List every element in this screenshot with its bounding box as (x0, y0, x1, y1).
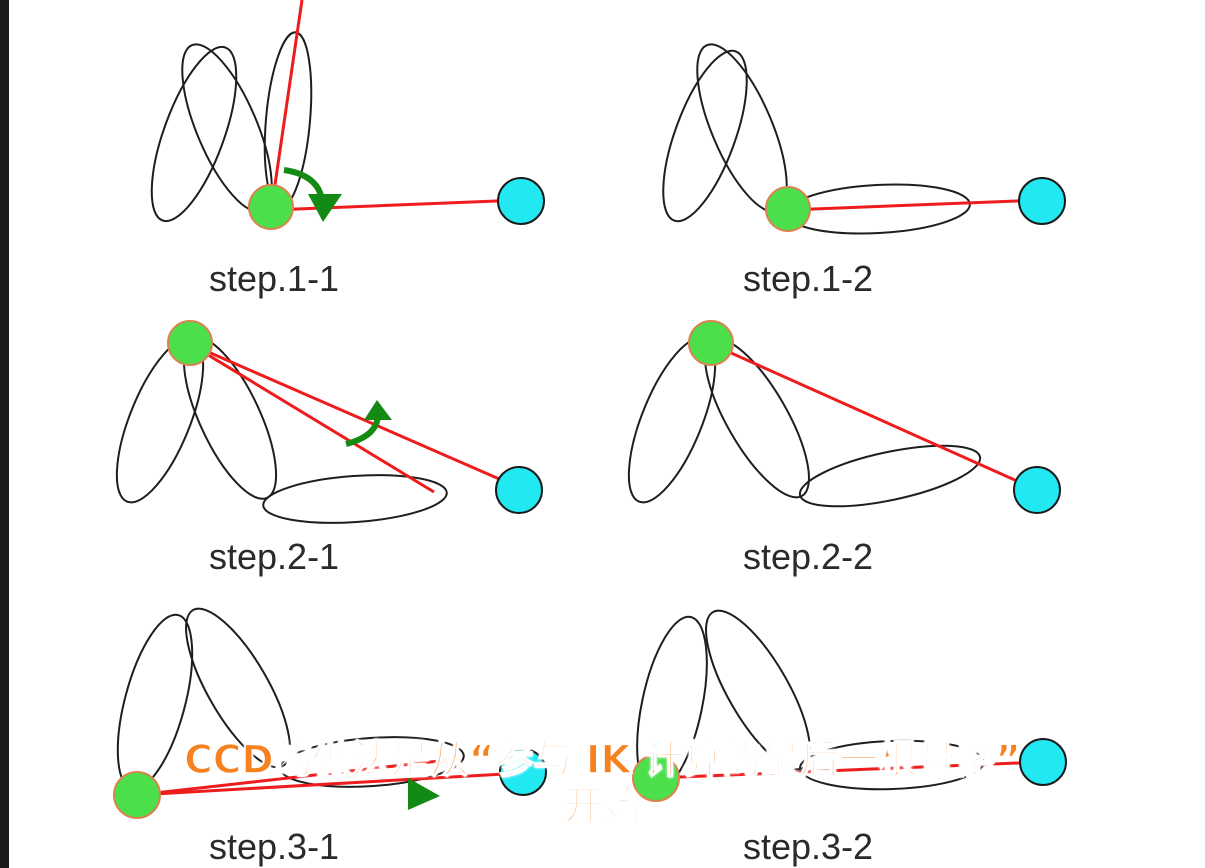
joint-circle (765, 186, 811, 232)
bone-2 (705, 609, 811, 771)
joint-circle (167, 320, 213, 366)
step-1-2-panel (662, 43, 1066, 235)
end-effector-direction-line (136, 758, 449, 797)
rotation-arrowhead (364, 400, 392, 420)
target-direction-line (655, 760, 1043, 780)
bone-3 (799, 739, 985, 791)
target-circle (499, 748, 547, 796)
bone-3 (279, 736, 465, 788)
rotation-arrowhead (408, 778, 440, 810)
bone-3 (263, 31, 313, 209)
target-circle (1019, 738, 1067, 786)
target-direction-line (271, 198, 521, 212)
step-1-1-panel (150, 0, 545, 230)
window-left-edge (0, 0, 9, 868)
step-label-2-1: step.2-1 (209, 536, 340, 577)
step-label-2-2: step.2-2 (743, 536, 874, 577)
bone-1 (150, 45, 238, 223)
step-2-1-panel (115, 320, 543, 524)
joint-circle (688, 320, 734, 366)
bone-direction-line (270, 0, 304, 206)
joint-circle (113, 771, 161, 819)
bone-2 (185, 607, 291, 769)
target-circle (495, 466, 543, 514)
target-direction-line (710, 342, 1038, 492)
joint-circle (248, 184, 294, 230)
subtitle-line-1: CCD的做法是从“参与 IK 计算的最后一根骨骼” (183, 737, 1021, 784)
target-circle (1013, 466, 1061, 514)
step-label-3-2: step.3-2 (743, 826, 874, 867)
rotation-arrowhead (308, 194, 342, 222)
step-label-1-2: step.1-2 (743, 258, 874, 299)
bone-3 (262, 474, 448, 524)
end-effector-direction-line (189, 342, 435, 494)
target-circle (497, 177, 545, 225)
step-2-2-panel (627, 320, 1061, 514)
step-3-1-panel (113, 607, 547, 819)
bone-3 (798, 444, 982, 508)
video-subtitle: CCD的做法是从“参与 IK 计算的最后一根骨骼” 开始 (0, 737, 1205, 830)
target-direction-line (136, 771, 523, 797)
target-direction-line (189, 342, 521, 490)
target-direction-line (787, 198, 1043, 212)
step-3-2-panel (632, 609, 1067, 802)
subtitle-line-2: 开始 (563, 783, 643, 830)
bone-1 (662, 49, 748, 223)
step-label-1-1: step.1-1 (209, 258, 340, 299)
joint-circle (632, 754, 680, 802)
target-circle (1018, 177, 1066, 225)
step-label-3-1: step.3-1 (209, 826, 340, 867)
